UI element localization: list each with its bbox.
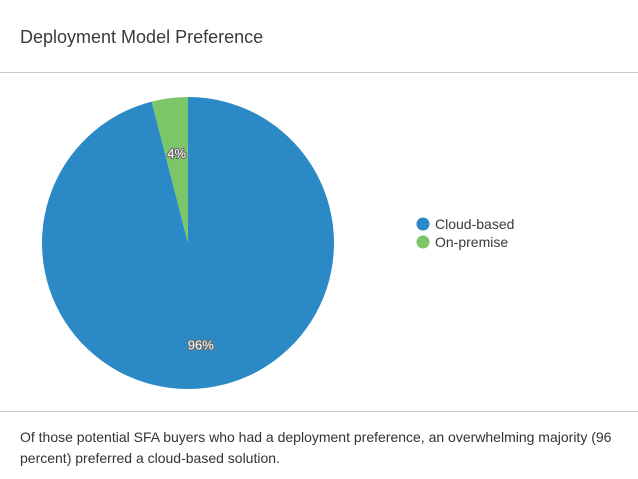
legend-label-cloud-based: Cloud-based — [435, 216, 514, 232]
slice-label-cloud-based: 96% — [188, 337, 214, 352]
legend-swatch-cloud-based — [416, 217, 430, 231]
pie-slice-cloud-based — [41, 97, 334, 389]
caption-text: Of those potential SFA buyers who had a … — [20, 429, 612, 466]
top-divider — [0, 72, 638, 73]
legend-label-on-premise: On-premise — [435, 234, 508, 250]
pie-slice-labels: 96% 4% — [166, 145, 215, 353]
legend-swatch-on-premise — [416, 235, 430, 249]
pie-chart: 96% 4% Cloud-based On-premise — [41, 97, 514, 389]
bottom-divider — [0, 411, 638, 412]
slice-label-on-premise: 4% — [167, 146, 186, 161]
pie-slices — [41, 97, 334, 389]
pie-slice-on-premise — [151, 97, 188, 243]
chart-title: Deployment Model Preference — [20, 27, 264, 47]
legend: Cloud-based On-premise — [416, 216, 514, 250]
